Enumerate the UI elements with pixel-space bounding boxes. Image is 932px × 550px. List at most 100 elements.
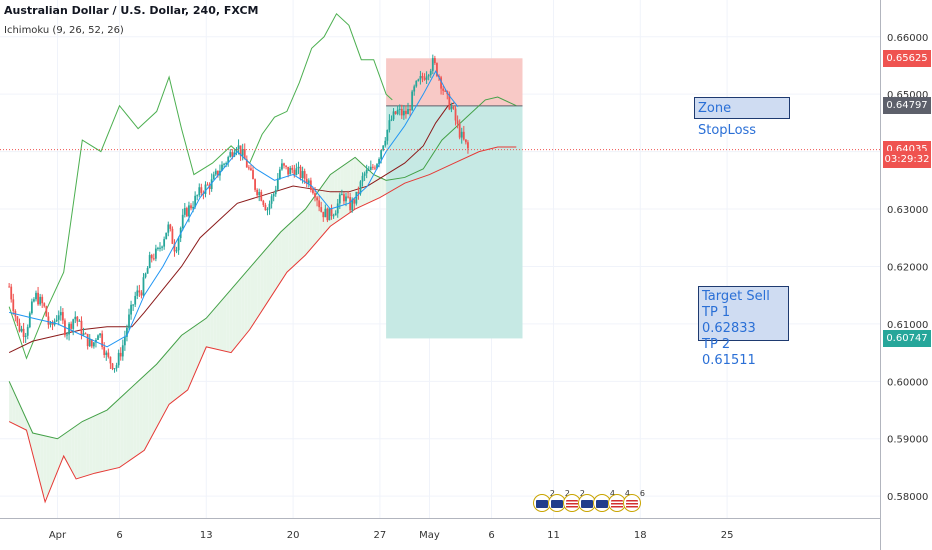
symbol-title: Australian Dollar / U.S. Dollar, 240, FX…	[4, 4, 259, 17]
economic-event-icon[interactable]: 2	[548, 489, 570, 512]
candle-body	[130, 304, 132, 315]
ichimoku-cloud-segment	[9, 381, 13, 424]
time-tick-label: 20	[287, 530, 300, 541]
ichimoku-cloud-segment	[61, 433, 65, 461]
candle-body	[134, 295, 137, 305]
candle-body	[12, 299, 15, 312]
candle-body	[35, 292, 37, 300]
candle-body	[460, 131, 463, 138]
candle-body	[10, 286, 13, 300]
candle-body	[444, 90, 447, 92]
ichimoku-cloud-segment	[241, 273, 245, 340]
event-count: 4	[609, 489, 615, 498]
price-tick-label: 0.58000	[887, 492, 928, 503]
time-tick-label: 6	[488, 530, 494, 541]
ichimoku-cloud-segment	[102, 410, 106, 472]
ichimoku-cloud-segment	[207, 313, 211, 348]
candle-body	[243, 149, 246, 160]
ichimoku-cloud-segment	[37, 434, 41, 483]
candle-body	[128, 314, 130, 328]
ichimoku-cloud-segment	[49, 436, 53, 492]
ichimoku-cloud-segment	[40, 434, 44, 495]
ichimoku-cloud-segment	[182, 332, 186, 394]
economic-event-icon[interactable]	[578, 494, 596, 512]
economic-event-icon[interactable]: 2	[563, 489, 585, 512]
candle-body	[402, 110, 405, 116]
ichimoku-cloud-segment	[374, 175, 379, 200]
candle-body	[107, 352, 110, 357]
candle-body	[340, 194, 343, 196]
ichimoku-cloud-segment	[117, 397, 121, 468]
time-tick-label: 11	[547, 530, 560, 541]
candle-body	[123, 336, 126, 346]
candle-body	[28, 313, 31, 328]
candle-body	[378, 159, 380, 165]
candle-body	[43, 303, 46, 307]
candle-body	[111, 363, 114, 369]
candle-body	[148, 255, 151, 269]
ichimoku-cloud-segment	[275, 234, 279, 290]
ichimoku-cloud-segment	[142, 374, 146, 452]
candle-body	[386, 129, 389, 141]
ichimoku-cloud-segment	[201, 319, 205, 359]
candle-body	[289, 167, 292, 175]
ichimoku-cloud-segment	[216, 302, 220, 351]
ichimoku-cloud-segment	[272, 237, 276, 295]
ichimoku-cloud-segment	[89, 416, 93, 475]
economic-event-icon[interactable]: 4	[593, 489, 615, 512]
target-callout[interactable]: Target Sell TP 1 0.62833 TP 2 0.61511	[698, 286, 789, 368]
candle-body	[276, 178, 279, 190]
ichimoku-cloud-segment	[167, 348, 171, 408]
australia-flag-icon	[551, 500, 563, 508]
candle-body	[448, 94, 451, 110]
stoploss-callout[interactable]: Zone StopLoss	[694, 97, 790, 138]
candle-body	[210, 179, 213, 190]
ichimoku-cloud-segment	[319, 185, 323, 240]
indicator-label[interactable]: Ichimoku (9, 26, 52, 26)	[4, 25, 124, 36]
candle-body	[103, 346, 106, 355]
candle-body	[18, 322, 21, 332]
ichimoku-cloud-segment	[95, 413, 100, 473]
price-tick-label: 0.66000	[887, 33, 928, 44]
candle-body	[113, 368, 116, 370]
candle-body	[216, 170, 219, 176]
time-tick-label: Apr	[49, 530, 67, 541]
candle-body	[227, 157, 230, 164]
candle-body	[39, 296, 42, 305]
ichimoku-cloud-segment	[188, 328, 193, 388]
candle-body	[318, 200, 321, 208]
candle-body	[272, 194, 275, 197]
candle-body	[355, 191, 358, 204]
candle-body	[24, 335, 27, 337]
ichimoku-cloud-segment	[269, 241, 273, 300]
ichimoku-cloud-segment	[105, 408, 109, 471]
ichimoku-cloud-segment	[111, 403, 115, 470]
ichimoku-cloud-segment	[18, 401, 22, 428]
ichimoku-cloud-segment	[368, 169, 372, 203]
candle-body	[297, 166, 300, 169]
candle-body	[250, 168, 252, 171]
economic-event-icon[interactable]: 6	[623, 489, 645, 512]
ichimoku-cloud-segment	[52, 437, 56, 484]
ichimoku-cloud-segment	[288, 222, 292, 272]
candle-body	[258, 191, 261, 196]
candle-body	[266, 209, 269, 211]
candle-body	[175, 250, 178, 252]
ichimoku-cloud-segment	[291, 219, 295, 269]
usa-flag-icon	[566, 500, 578, 508]
candle-body	[419, 76, 422, 80]
candle-body	[82, 333, 85, 335]
candle-body	[260, 191, 263, 201]
australia-flag-icon	[581, 500, 593, 508]
candle-body	[245, 159, 248, 168]
ichimoku-cloud-segment	[223, 295, 227, 352]
candle-body	[41, 296, 44, 304]
candle-body	[336, 203, 339, 214]
candle-body	[287, 166, 290, 175]
ichimoku-cloud-segment	[71, 427, 75, 476]
price-tick-label: 0.65000	[887, 90, 928, 101]
ichimoku-cloud-segment	[309, 198, 313, 250]
candle-body	[167, 224, 170, 233]
